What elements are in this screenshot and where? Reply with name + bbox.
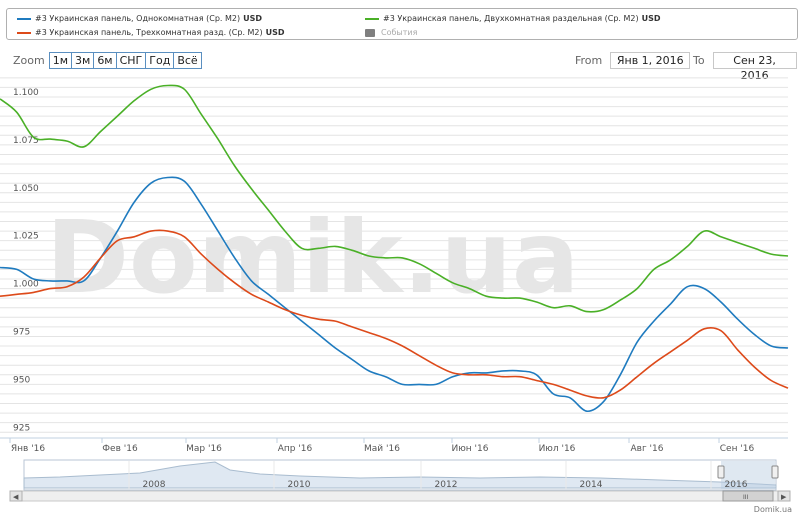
from-label: From [575, 54, 603, 67]
legend-swatch-one-room [17, 17, 31, 20]
legend-label-one-room: #3 Украинская панель, Однокомнатная (Ср.… [35, 14, 241, 23]
navigator-selection[interactable] [721, 461, 775, 489]
scrollbar[interactable]: ◀ ▶ III [9, 490, 791, 502]
navigator-year-label: 2012 [435, 480, 458, 490]
zoom-bar: Zoom 1м 3м 6м СНГ Год Всё [13, 52, 202, 69]
legend-item-one-room[interactable]: #3 Украинская панель, Однокомнатная (Ср.… [17, 14, 262, 23]
x-tick-label: Янв '16 [11, 444, 46, 454]
navigator-year-label: 2008 [143, 480, 166, 490]
legend-swatch-three-room [17, 31, 31, 34]
navigator-series [23, 461, 777, 489]
navigator-right-handle[interactable] [771, 465, 779, 479]
to-label: To [693, 54, 705, 67]
x-tick-label: Сен '16 [720, 444, 755, 454]
navigator-year-label: 2010 [288, 480, 311, 490]
scroll-left-icon: ◀ [13, 493, 19, 501]
chart-legend: #3 Украинская панель, Однокомнатная (Ср.… [6, 8, 798, 40]
y-axis: 1.100 1.075 1.050 1.025 1.000 975 950 925 [13, 88, 39, 433]
y-tick-label: 1.075 [13, 136, 39, 146]
navigator-year-label: 2016 [725, 480, 748, 490]
scroll-right-button[interactable] [777, 490, 791, 502]
series-line-three-room[interactable] [0, 229, 789, 399]
scroll-left-button[interactable] [9, 490, 23, 502]
zoom-1m-button[interactable]: 1м [48, 52, 73, 69]
legend-label-three-room: #3 Украинская панель, Трехкомнатная разд… [35, 28, 263, 37]
legend-unit-two-room: USD [641, 14, 661, 23]
zoom-all-button[interactable]: Всё [173, 52, 202, 69]
y-tick-label: 925 [13, 423, 30, 433]
legend-item-two-room[interactable]: #3 Украинская панель, Двухкомнатная разд… [365, 14, 661, 23]
x-tick-label: Июл '16 [539, 444, 576, 454]
to-date-input[interactable]: Сен 23, 2016 [712, 52, 797, 82]
legend-swatch-events [365, 28, 375, 37]
x-tick-label: Фев '16 [102, 444, 138, 454]
legend-item-three-room[interactable]: #3 Украинская панель, Трехкомнатная разд… [17, 28, 285, 37]
navigator-left-handle[interactable] [717, 465, 725, 479]
y-tick-label: 1.025 [13, 232, 39, 242]
y-tick-label: 1.100 [13, 88, 39, 98]
x-tick-label: Авг '16 [631, 444, 664, 454]
scrollbar-track[interactable] [9, 490, 791, 502]
navigator-year-label: 2014 [580, 480, 603, 490]
series-line-two-room[interactable] [0, 84, 789, 313]
date-range-to: To Сен 23, 2016 [693, 52, 797, 82]
date-range-from: From Янв 1, 2016 [575, 52, 691, 69]
x-axis: Янв '16 Фев '16 Мар '16 Апр '16 Май '16 Июн '… [9, 438, 755, 454]
legend-unit-one-room: USD [243, 14, 263, 23]
from-date-input[interactable]: Янв 1, 2016 [610, 52, 691, 69]
legend-swatch-two-room [365, 17, 379, 20]
navigator[interactable]: 2008 2010 2012 2014 2016 [23, 459, 779, 491]
y-tick-label: 1.000 [13, 280, 39, 290]
y-tick-label: 1.050 [13, 184, 39, 194]
y-tick-label: 950 [13, 375, 30, 385]
legend-label-events: События [381, 28, 418, 37]
scroll-right-icon: ▶ [781, 493, 787, 501]
series-line-one-room[interactable] [0, 176, 789, 413]
x-tick-label: Май '16 [364, 444, 400, 454]
navigator-year-labels: 2008 2010 2012 2014 2016 [128, 461, 748, 490]
series-lines [0, 84, 789, 413]
legend-unit-three-room: USD [265, 28, 285, 37]
zoom-label: Zoom [13, 54, 45, 67]
scrollbar-thumb[interactable] [722, 490, 774, 502]
credit-text[interactable]: Domik.ua [754, 505, 792, 514]
x-tick-label: Апр '16 [278, 444, 313, 454]
zoom-6m-button[interactable]: 6м [93, 52, 117, 69]
x-tick-label: Июн '16 [452, 444, 489, 454]
scrollbar-grip-icon: III [743, 494, 749, 501]
zoom-ytd-button[interactable]: СНГ [115, 52, 147, 69]
legend-item-events[interactable]: События [365, 28, 417, 37]
legend-label-two-room: #3 Украинская панель, Двухкомнатная разд… [383, 14, 639, 23]
x-tick-label: Мар '16 [186, 444, 222, 454]
y-tick-label: 975 [13, 327, 30, 337]
